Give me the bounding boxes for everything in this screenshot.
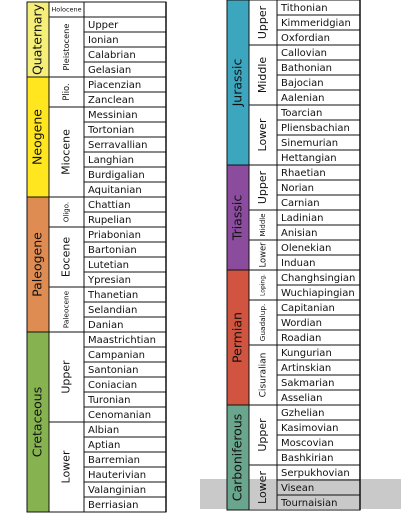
stage-label: Serpukhovian bbox=[281, 468, 350, 479]
stage-label: Wordian bbox=[281, 318, 322, 329]
stage-label: Berriasian bbox=[88, 500, 138, 511]
epoch-label: Lower bbox=[256, 471, 269, 504]
stage-label: Capitanian bbox=[281, 303, 335, 314]
stage-label: Rhaetian bbox=[281, 168, 326, 179]
stage-label: Serravallian bbox=[88, 140, 148, 151]
epoch-label: Upper bbox=[256, 170, 269, 204]
stage-label: Messinian bbox=[88, 110, 138, 121]
stage-label: Danian bbox=[88, 320, 123, 331]
stage-label: Bashkirian bbox=[281, 453, 333, 464]
period-label: Triassic bbox=[230, 195, 245, 242]
epoch-label: Pleistocene bbox=[61, 24, 71, 71]
stage-label: Valanginian bbox=[88, 485, 146, 496]
period-label: Cretaceous bbox=[30, 387, 45, 458]
stage-label: Selandian bbox=[88, 305, 137, 316]
epoch-label: Miocene bbox=[60, 129, 73, 175]
stage-label: Campanian bbox=[88, 350, 145, 361]
stage-label: Sinemurian bbox=[281, 138, 338, 149]
epoch-label: Lower bbox=[60, 450, 73, 483]
stage-label: Lutetian bbox=[88, 260, 129, 271]
stage-label: Thanetian bbox=[87, 290, 138, 301]
stage-label: Pliensbachian bbox=[281, 123, 350, 134]
epoch-label: Holocene bbox=[51, 6, 81, 14]
stage-label: Aquitanian bbox=[88, 185, 142, 196]
stage-label: Aptian bbox=[88, 440, 120, 451]
stage-label: Visean bbox=[281, 483, 314, 494]
stage-label: Ladinian bbox=[281, 213, 323, 224]
stage-label: Langhian bbox=[88, 155, 134, 166]
stage-label: Anisian bbox=[281, 228, 317, 239]
stage-label: Tithonian bbox=[280, 3, 328, 14]
stage-cell bbox=[83, 1, 167, 18]
stage-label: Gzhelian bbox=[281, 408, 325, 419]
stage-label: Piacenzian bbox=[88, 80, 141, 91]
epoch-label: Plio. bbox=[61, 83, 71, 100]
epoch-label: Upper bbox=[256, 418, 269, 452]
epoch-label: Upper bbox=[60, 360, 73, 394]
epoch-label: Lower bbox=[258, 242, 268, 268]
period-label: Jurassic bbox=[230, 58, 245, 107]
stage-label: Moscovian bbox=[281, 438, 334, 449]
stage-label: Bartonian bbox=[88, 245, 137, 256]
period-label: Paleogene bbox=[30, 232, 45, 297]
stage-label: Changhsingian bbox=[281, 273, 355, 284]
stage-label: Carnian bbox=[281, 198, 320, 209]
stage-label: Zanclean bbox=[88, 95, 134, 106]
stage-label: Burdigalian bbox=[88, 170, 145, 181]
stage-label: Cenomanian bbox=[88, 410, 151, 421]
stage-label: Ionian bbox=[88, 35, 119, 46]
stage-label: Bajocian bbox=[281, 78, 324, 89]
stage-label: Coniacian bbox=[88, 380, 137, 391]
period-label: Neogene bbox=[30, 109, 45, 165]
stage-label: Oxfordian bbox=[281, 33, 330, 44]
stage-label: Kungurian bbox=[281, 348, 332, 359]
period-label: Carboniferous bbox=[230, 414, 245, 502]
stage-label: Kasimovian bbox=[281, 423, 339, 434]
stage-label: Priabonian bbox=[88, 230, 141, 241]
epoch-label: Guadalup. bbox=[258, 304, 267, 342]
epoch-label: Cisuralian bbox=[259, 353, 269, 398]
stage-label: Kimmeridgian bbox=[281, 18, 351, 29]
stage-label: Induan bbox=[281, 258, 315, 269]
stage-label: Tournaisian bbox=[280, 498, 338, 509]
stage-label: Barremian bbox=[88, 455, 140, 466]
period-label: Permian bbox=[230, 312, 245, 363]
epoch-label: Paleocene bbox=[62, 290, 71, 328]
period-label: Quaternary bbox=[30, 3, 45, 75]
stage-label: Turonian bbox=[87, 395, 131, 406]
epoch-label: Middle bbox=[259, 213, 267, 236]
stage-label: Santonian bbox=[88, 365, 138, 376]
stage-label: Norian bbox=[281, 183, 314, 194]
stage-label: Bathonian bbox=[281, 63, 332, 74]
stage-label: Hettangian bbox=[281, 153, 337, 164]
stage-label: Albian bbox=[88, 425, 119, 436]
epoch-label: Upper bbox=[256, 5, 269, 39]
stage-label: Asselian bbox=[281, 393, 322, 404]
stage-label: Chattian bbox=[88, 200, 131, 211]
epoch-label: Lower bbox=[256, 118, 269, 151]
stage-label: Rupelian bbox=[88, 215, 131, 226]
stage-label: Gelasian bbox=[88, 65, 131, 76]
stage-label: Toarcian bbox=[280, 108, 322, 119]
epoch-label: Eocene bbox=[60, 237, 73, 277]
epoch-label: Middle bbox=[256, 57, 269, 94]
epoch-label: Loping. bbox=[260, 274, 267, 296]
stage-label: Sakmarian bbox=[281, 378, 335, 389]
stage-label: Tortonian bbox=[87, 125, 134, 136]
stage-label: Calabrian bbox=[88, 50, 136, 61]
stage-label: Ypresian bbox=[87, 275, 131, 286]
stage-label: Wuchiapingian bbox=[281, 288, 355, 299]
stage-label: Maastrichtian bbox=[88, 335, 156, 346]
stage-label: Aalenian bbox=[281, 93, 324, 104]
epoch-label: Oligo. bbox=[63, 202, 71, 222]
stage-label: Hauterivian bbox=[88, 470, 146, 481]
stage-label: Callovian bbox=[281, 48, 327, 59]
stage-label: Roadian bbox=[281, 333, 321, 344]
stage-label: Olenekian bbox=[281, 243, 331, 254]
stage-label: Upper bbox=[88, 20, 119, 31]
stage-label: Artinskian bbox=[281, 363, 331, 374]
